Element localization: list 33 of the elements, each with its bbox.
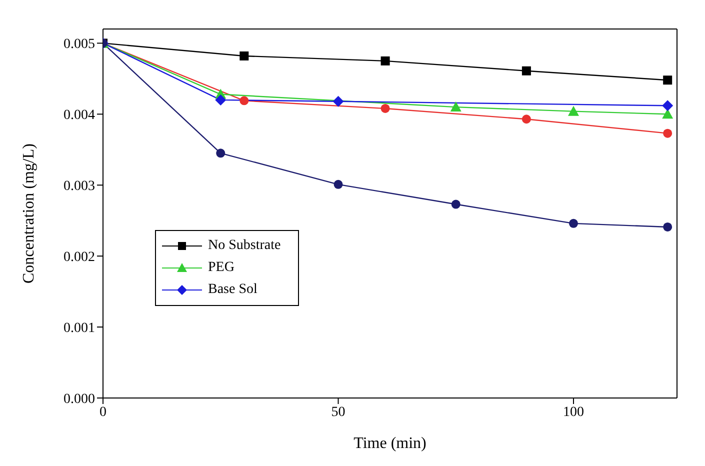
point: [663, 76, 672, 85]
legend-label: PEG: [208, 260, 236, 276]
point: [380, 56, 390, 66]
x-axis-title: Time (min): [354, 435, 426, 452]
point: [522, 114, 531, 124]
y-tick-label: 0.000: [64, 392, 95, 407]
x-tick-label: 0: [100, 404, 106, 420]
point: [568, 106, 579, 116]
point: [663, 128, 672, 138]
y-tick-label: 0.005: [64, 37, 95, 52]
point: [662, 108, 674, 119]
point: [215, 94, 226, 106]
point: [663, 222, 672, 232]
y-axis-title: Concentration (mg/L): [20, 144, 38, 284]
y-tick-label: 0.003: [64, 179, 95, 194]
point: [568, 218, 578, 228]
y-tick-label: 0.001: [64, 321, 95, 336]
point: [380, 104, 390, 113]
x-tick-label: 50: [331, 404, 346, 420]
point: [450, 102, 462, 112]
point: [451, 200, 460, 209]
legend-label: No Substrate: [208, 238, 282, 254]
x-tick-label: 100: [562, 404, 584, 420]
y-tick-label: 0.002: [64, 250, 95, 266]
legend-label: Base Sol: [208, 282, 258, 298]
point: [334, 180, 343, 189]
point: [240, 96, 249, 106]
y-tick-label: 0.004: [64, 108, 95, 124]
point: [240, 51, 249, 60]
point: [332, 96, 344, 107]
point: [216, 148, 226, 158]
point: [662, 100, 674, 112]
point: [522, 66, 531, 76]
